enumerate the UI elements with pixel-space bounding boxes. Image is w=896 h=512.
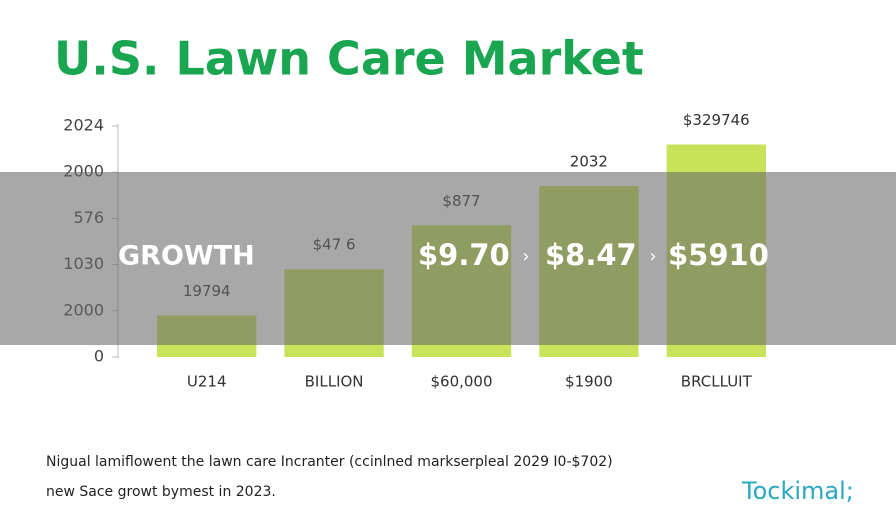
x-tick-label: $1900 xyxy=(565,373,613,391)
overlay-value: $5910 xyxy=(668,238,769,272)
brand: Tockimal; xyxy=(741,477,854,505)
overlay-separator: › xyxy=(649,246,656,267)
bar-label: 2032 xyxy=(570,153,608,171)
x-tick-label: BRCLLUIT xyxy=(681,373,753,391)
overlay-separator: › xyxy=(522,246,529,267)
footnote: Nigual lamiflowent the lawn care Incrant… xyxy=(46,454,613,470)
x-tick-label: U214 xyxy=(187,373,227,391)
y-tick-label: 2024 xyxy=(63,116,104,135)
x-tick-label: $60,000 xyxy=(430,373,492,391)
y-tick-label: 0 xyxy=(94,347,104,366)
chart-title: U.S. Lawn Care Market xyxy=(54,32,644,86)
overlay-value: $8.47 xyxy=(545,238,637,272)
overlay-value: $9.70 xyxy=(418,238,510,272)
x-tick-label: BILLION xyxy=(305,373,364,391)
footnote: new Sace growt bymest in 2023. xyxy=(46,484,276,500)
bar-label: $329746 xyxy=(683,111,750,129)
overlay-band xyxy=(0,172,896,345)
overlay-label: GROWTH xyxy=(118,241,255,272)
